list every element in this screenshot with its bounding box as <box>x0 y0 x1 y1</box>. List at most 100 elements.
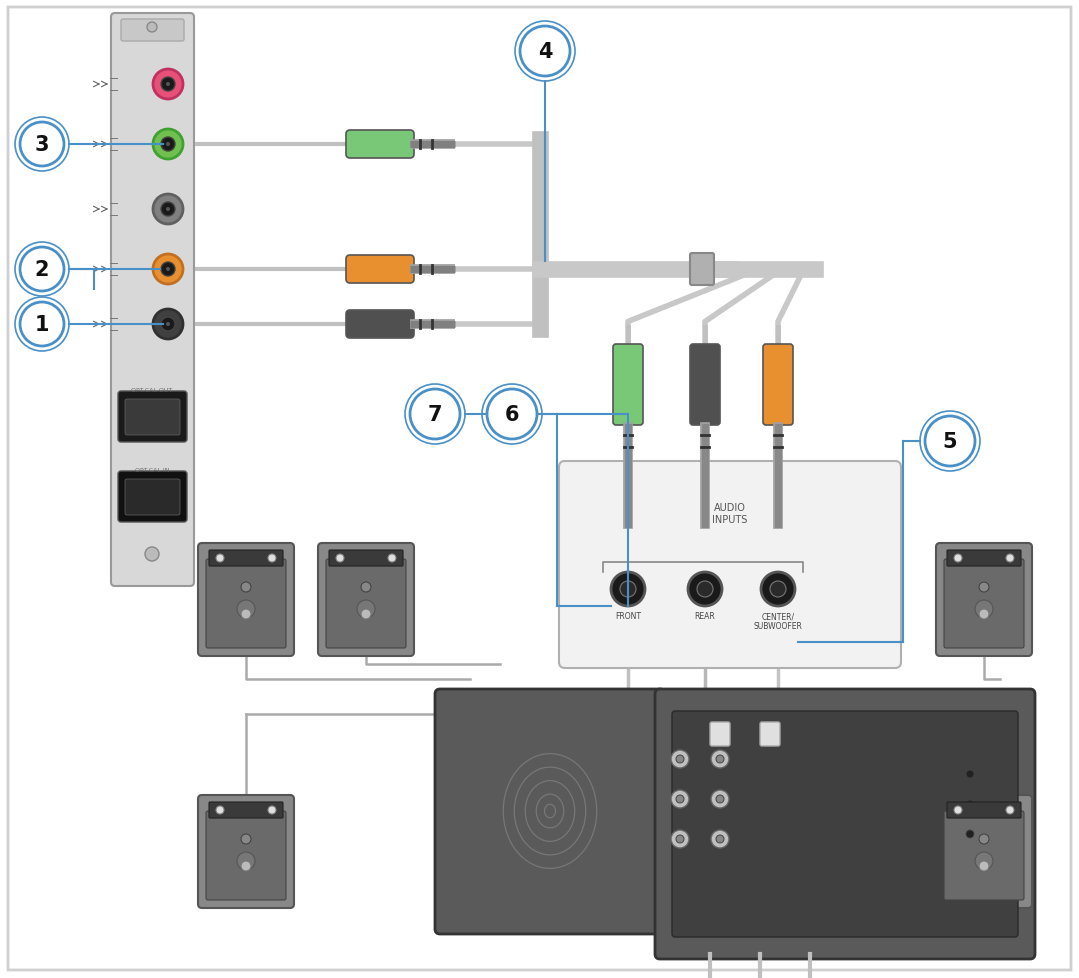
Circle shape <box>237 600 255 618</box>
FancyBboxPatch shape <box>613 344 643 425</box>
Circle shape <box>216 806 224 814</box>
FancyBboxPatch shape <box>206 811 286 900</box>
Circle shape <box>161 78 175 92</box>
Circle shape <box>21 247 64 291</box>
Circle shape <box>336 555 344 562</box>
Text: AUDIO
INPUTS: AUDIO INPUTS <box>712 503 748 525</box>
Text: 3: 3 <box>35 135 50 155</box>
Circle shape <box>711 830 729 848</box>
Circle shape <box>954 806 962 814</box>
FancyBboxPatch shape <box>760 723 780 746</box>
Circle shape <box>388 555 396 562</box>
Circle shape <box>487 389 537 439</box>
Circle shape <box>954 555 962 562</box>
FancyBboxPatch shape <box>947 551 1021 566</box>
Circle shape <box>975 600 993 618</box>
FancyBboxPatch shape <box>121 20 185 42</box>
FancyBboxPatch shape <box>199 795 293 908</box>
Text: OPT.CAL IN: OPT.CAL IN <box>135 467 169 472</box>
Text: REAR: REAR <box>695 611 715 620</box>
Circle shape <box>1006 806 1014 814</box>
Circle shape <box>21 123 64 167</box>
Circle shape <box>241 861 251 871</box>
Circle shape <box>979 609 989 619</box>
Text: 4: 4 <box>537 42 552 62</box>
Circle shape <box>979 861 989 871</box>
Circle shape <box>671 790 689 808</box>
FancyBboxPatch shape <box>559 462 901 668</box>
Circle shape <box>716 795 724 803</box>
Circle shape <box>979 834 989 844</box>
Circle shape <box>711 790 729 808</box>
Circle shape <box>716 755 724 763</box>
Text: 7: 7 <box>427 405 442 424</box>
Circle shape <box>153 195 183 225</box>
Circle shape <box>166 83 170 87</box>
Circle shape <box>161 138 175 152</box>
FancyBboxPatch shape <box>125 479 180 515</box>
Text: OPT.CAL OUT: OPT.CAL OUT <box>132 387 173 392</box>
Circle shape <box>241 609 251 619</box>
FancyBboxPatch shape <box>118 391 187 443</box>
FancyBboxPatch shape <box>199 544 293 656</box>
Text: 6: 6 <box>505 405 519 424</box>
FancyBboxPatch shape <box>763 344 793 425</box>
Circle shape <box>268 555 276 562</box>
Circle shape <box>153 310 183 339</box>
Circle shape <box>21 302 64 346</box>
Circle shape <box>1006 555 1014 562</box>
FancyBboxPatch shape <box>689 344 720 425</box>
FancyBboxPatch shape <box>326 559 406 648</box>
Circle shape <box>979 583 989 593</box>
Circle shape <box>216 555 224 562</box>
FancyBboxPatch shape <box>935 795 1032 908</box>
FancyBboxPatch shape <box>947 802 1021 819</box>
Text: CENTER/
SUBWOOFER: CENTER/ SUBWOOFER <box>753 611 803 631</box>
Circle shape <box>153 130 183 159</box>
Circle shape <box>268 806 276 814</box>
FancyBboxPatch shape <box>111 14 194 587</box>
FancyBboxPatch shape <box>944 559 1024 648</box>
Circle shape <box>711 750 729 768</box>
Circle shape <box>145 548 159 561</box>
FancyBboxPatch shape <box>944 811 1024 900</box>
Circle shape <box>166 268 170 272</box>
Text: 1: 1 <box>35 315 50 334</box>
Circle shape <box>161 202 175 217</box>
Circle shape <box>410 389 460 439</box>
Circle shape <box>361 609 371 619</box>
Circle shape <box>671 750 689 768</box>
Circle shape <box>361 583 371 593</box>
Circle shape <box>241 583 251 593</box>
Circle shape <box>166 143 170 147</box>
Circle shape <box>966 800 974 808</box>
Circle shape <box>147 22 158 33</box>
FancyBboxPatch shape <box>346 131 414 158</box>
FancyBboxPatch shape <box>118 471 187 522</box>
Text: 5: 5 <box>943 431 957 452</box>
Circle shape <box>620 581 636 598</box>
FancyBboxPatch shape <box>710 723 730 746</box>
FancyBboxPatch shape <box>935 544 1032 656</box>
Circle shape <box>925 417 975 467</box>
Circle shape <box>697 581 713 598</box>
FancyBboxPatch shape <box>209 551 283 566</box>
Circle shape <box>688 572 722 606</box>
Circle shape <box>237 852 255 870</box>
Circle shape <box>153 254 183 285</box>
Circle shape <box>966 830 974 838</box>
FancyBboxPatch shape <box>209 802 283 819</box>
FancyBboxPatch shape <box>346 311 414 338</box>
Circle shape <box>166 323 170 327</box>
FancyBboxPatch shape <box>689 253 714 286</box>
Circle shape <box>161 263 175 277</box>
Circle shape <box>153 70 183 100</box>
Circle shape <box>975 852 993 870</box>
Circle shape <box>671 830 689 848</box>
Circle shape <box>770 581 786 598</box>
FancyBboxPatch shape <box>346 255 414 284</box>
FancyBboxPatch shape <box>206 559 286 648</box>
Circle shape <box>716 835 724 843</box>
Circle shape <box>357 600 375 618</box>
Text: 2: 2 <box>35 260 50 280</box>
